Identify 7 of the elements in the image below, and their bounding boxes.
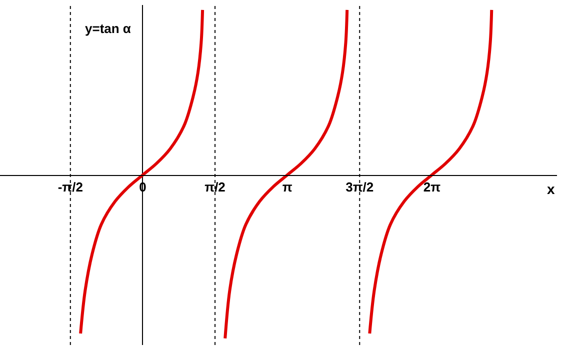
x-tick-label: π/2 — [204, 180, 226, 195]
x-tick-label: 3π/2 — [346, 180, 374, 195]
x-tick-label: 2π — [423, 180, 441, 195]
x-tick-label: -π/2 — [58, 180, 83, 195]
x-tick-label: π — [282, 180, 292, 195]
x-axis-title: x — [547, 181, 555, 197]
y-axis-title: y=tan α — [85, 21, 131, 36]
